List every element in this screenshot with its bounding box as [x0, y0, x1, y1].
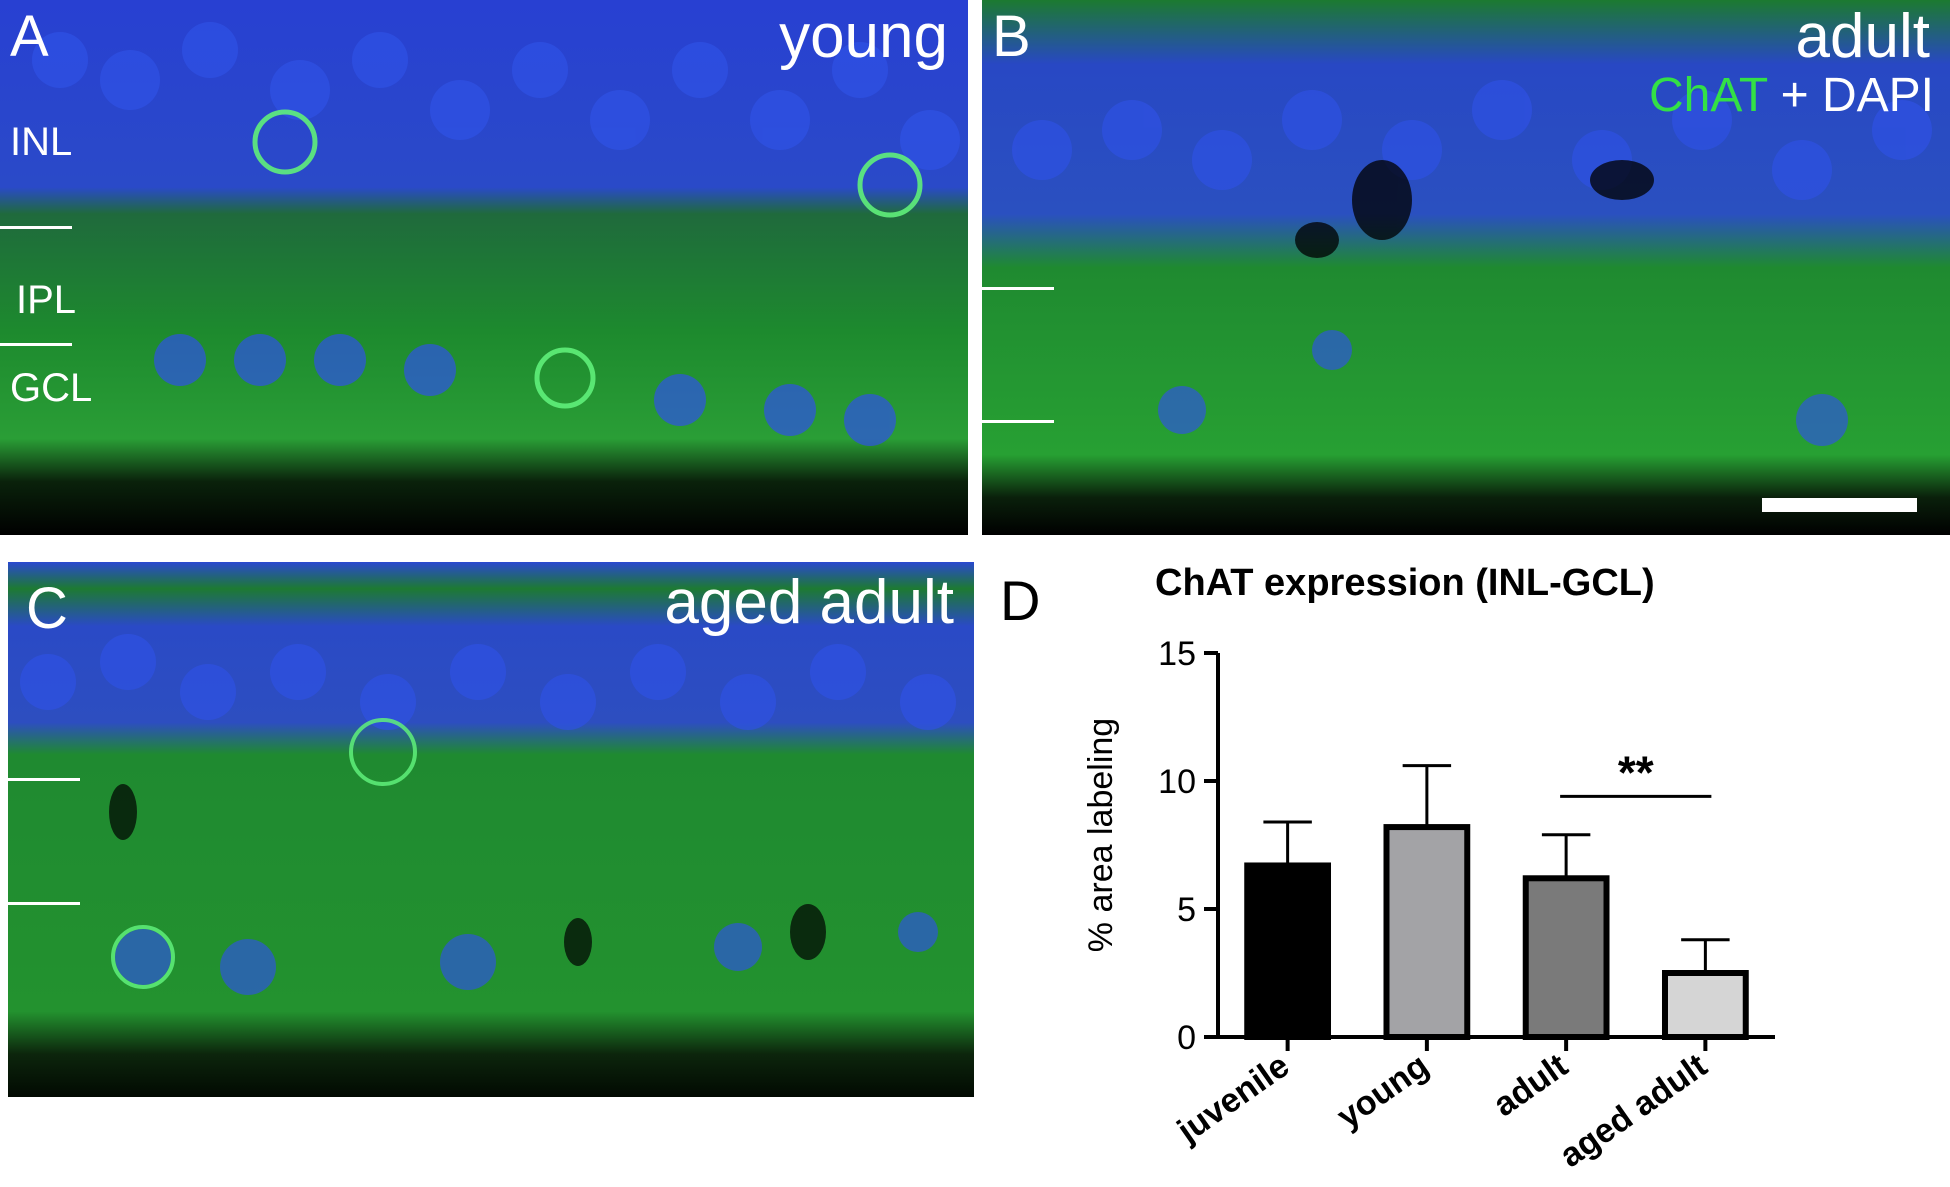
micrograph-panel-a: A young INL IPL GCL [0, 0, 968, 535]
layer-divider [0, 343, 72, 346]
panel-title-aged-adult: aged adult [664, 568, 954, 637]
y-tick-label: 5 [1177, 891, 1196, 929]
layer-label-inl: INL [10, 120, 73, 164]
scale-bar [1762, 498, 1917, 512]
layer-divider [982, 420, 1054, 423]
x-tick-label: young [1330, 1046, 1435, 1136]
micrograph-panel-b: B adult ChAT + DAPI [982, 0, 1950, 535]
stain-legend: ChAT + DAPI [1649, 72, 1934, 120]
panel-letter-b: B [992, 4, 1031, 69]
y-axis-label: % area labeling [1082, 718, 1120, 952]
layer-divider [0, 226, 72, 229]
panel-c-texture [8, 562, 974, 1097]
x-tick-label: aged adult [1553, 1046, 1714, 1175]
bar [1522, 875, 1610, 1040]
bar [1244, 862, 1332, 1041]
micrograph-panel-c: C aged adult [8, 562, 974, 1097]
bar [1383, 824, 1471, 1040]
legend-dapi: + DAPI [1767, 69, 1934, 122]
panel-title-adult: adult [1795, 2, 1930, 71]
x-tick-label: adult [1486, 1046, 1574, 1124]
panel-letter-c: C [26, 576, 68, 641]
panel-letter-a: A [10, 4, 49, 69]
x-tick-label: juvenile [1170, 1046, 1296, 1150]
bar [1661, 970, 1749, 1040]
bar-chart: D ChAT expression (INL-GCL) % area label… [1000, 562, 1775, 1175]
chart-bars: ** [1244, 746, 1749, 1041]
layer-divider [8, 902, 80, 905]
y-tick-label: 0 [1177, 1019, 1196, 1057]
layer-divider [982, 287, 1054, 290]
y-tick-label: 15 [1158, 635, 1196, 673]
layer-label-gcl: GCL [10, 366, 93, 410]
panel-b-texture [982, 0, 1950, 535]
panel-letter-d: D [1000, 569, 1040, 632]
chart-title: ChAT expression (INL-GCL) [1155, 562, 1655, 604]
layer-divider [8, 778, 80, 781]
y-tick-label: 10 [1158, 763, 1196, 801]
panel-a-texture [0, 0, 968, 535]
significance-label: ** [1618, 746, 1654, 798]
layer-label-ipl: IPL [16, 278, 77, 322]
legend-chat: ChAT [1649, 69, 1768, 122]
panel-title-young: young [779, 2, 948, 71]
